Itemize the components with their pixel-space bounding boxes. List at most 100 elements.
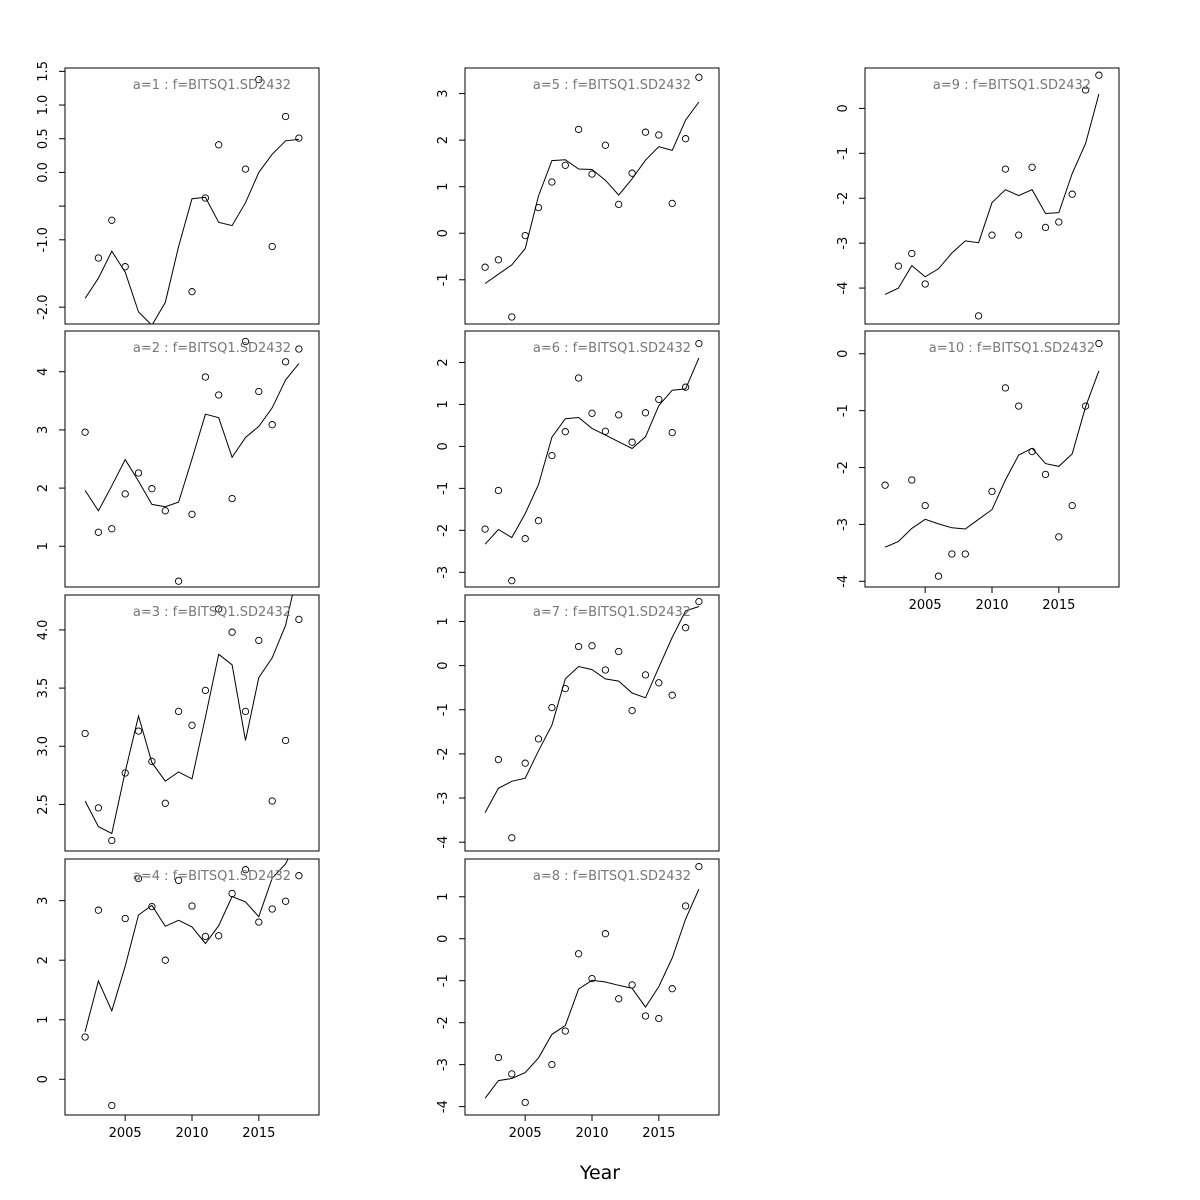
data-point [601, 141, 610, 149]
data-point [574, 374, 583, 382]
data-point [615, 995, 623, 1003]
chart-panel-10: a=10 : f=BITSQ1.SD2432 -4 -3 -2 -1 0 2005 2010 2… [836, 330, 1120, 613]
panel-title: a=10 : f=BITSQ1.SD2432 [929, 341, 1095, 356]
plot-frame [464, 67, 720, 325]
data-point [134, 727, 143, 735]
data-point [228, 889, 236, 898]
data-point [908, 476, 916, 484]
data-point [668, 428, 676, 437]
fitted-line [84, 595, 293, 835]
data-point [148, 902, 156, 911]
fitted-line [484, 357, 700, 545]
data-point [81, 428, 89, 436]
data-point [134, 469, 143, 477]
data-point [601, 427, 610, 435]
data-point [1095, 71, 1103, 79]
data-point [1081, 86, 1090, 94]
data-point [494, 486, 503, 495]
y-tick-label: 1 [436, 893, 451, 901]
plot-frame [64, 67, 320, 325]
data-point [268, 905, 276, 913]
data-point [1055, 218, 1063, 226]
y-tick-label: -3 [436, 566, 451, 579]
panel-title: a=2 : f=BITSQ1.SD2432 [133, 341, 291, 356]
x-tick-label: 2015 [242, 1126, 275, 1141]
data-point [134, 874, 143, 883]
plot-area [81, 859, 303, 1110]
y-tick-label: 0 [836, 350, 851, 358]
y-tick-label: -1 [436, 974, 451, 987]
fitted-line [84, 859, 289, 1032]
y-tick-label: 0 [36, 1075, 51, 1083]
x-tick-label: 2005 [509, 1126, 542, 1141]
data-point [255, 75, 263, 84]
data-point [615, 411, 623, 419]
data-point [188, 721, 196, 729]
data-point [161, 799, 169, 807]
data-point [255, 387, 263, 396]
data-point [281, 897, 290, 905]
data-point [228, 628, 236, 636]
data-point [188, 902, 196, 910]
x-tick-label: 2010 [975, 598, 1008, 613]
y-tick-label: 0 [436, 229, 451, 237]
data-point [508, 577, 516, 585]
panel-title: a=9 : f=BITSQ1.SD2432 [933, 78, 1091, 93]
chart-panel-7: a=7 : f=BITSQ1.SD2432 -4 -3 -2 -1 0 1 [436, 594, 720, 852]
plot-frame [64, 330, 320, 588]
y-tick-label: -1.0 [36, 227, 51, 252]
y-tick-label: -2 [836, 461, 851, 474]
y-tick-label: 1.0 [36, 95, 51, 116]
plot-area [884, 71, 1103, 320]
panel-title: a=3 : f=BITSQ1.SD2432 [133, 605, 291, 620]
chart-panel-5: a=5 : f=BITSQ1.SD2432 -1 0 1 2 3 [436, 67, 720, 325]
chart-panel-4: a=4 : f=BITSQ1.SD2432 0 1 2 3 2005 2010 2015 [36, 858, 320, 1141]
data-point [548, 451, 556, 460]
data-point [561, 161, 569, 169]
y-tick-label: 0.5 [36, 128, 51, 149]
data-point [974, 312, 983, 320]
plot-area [484, 862, 703, 1107]
y-tick-label: -2 [836, 192, 851, 205]
data-point [641, 128, 650, 136]
data-point [615, 200, 623, 209]
data-point [81, 729, 89, 738]
data-point [174, 577, 183, 585]
data-point [201, 373, 210, 381]
data-point [295, 615, 303, 624]
data-point [521, 1098, 529, 1107]
chart-panels: a=1 : f=BITSQ1.SD2432 -2.0 -1.0 0.0 0.5 1.0 1.… [36, 61, 1120, 1141]
data-point [961, 550, 969, 558]
y-tick-label: -2.0 [36, 294, 51, 319]
data-point [188, 288, 196, 296]
y-tick-label: -1 [436, 273, 451, 286]
data-point [108, 836, 116, 845]
data-point [894, 262, 903, 270]
y-tick-label: 3.0 [36, 736, 51, 757]
plot-frame [64, 858, 320, 1116]
data-point [201, 932, 210, 941]
plot-area [81, 595, 303, 845]
data-point [1015, 231, 1023, 239]
x-tick-label: 2015 [642, 1126, 675, 1141]
data-point [655, 395, 663, 404]
y-tick-label: 0 [836, 104, 851, 112]
plot-frame [464, 594, 720, 852]
fitted-line [484, 101, 700, 284]
data-point [1015, 402, 1023, 410]
y-tick-label: -4 [836, 282, 851, 295]
y-tick-label: 2 [436, 136, 451, 144]
x-tick-label: 2015 [1042, 598, 1075, 613]
data-point [1028, 447, 1036, 456]
data-point [534, 735, 543, 743]
data-point [508, 1070, 516, 1078]
fitted-line [84, 138, 299, 324]
y-tick-label: 3 [36, 426, 51, 434]
data-point [881, 481, 889, 489]
data-point [668, 985, 676, 993]
y-tick-label: 3.5 [36, 678, 51, 699]
data-point [481, 263, 489, 271]
y-tick-label: 3 [36, 897, 51, 905]
data-point [161, 956, 169, 964]
